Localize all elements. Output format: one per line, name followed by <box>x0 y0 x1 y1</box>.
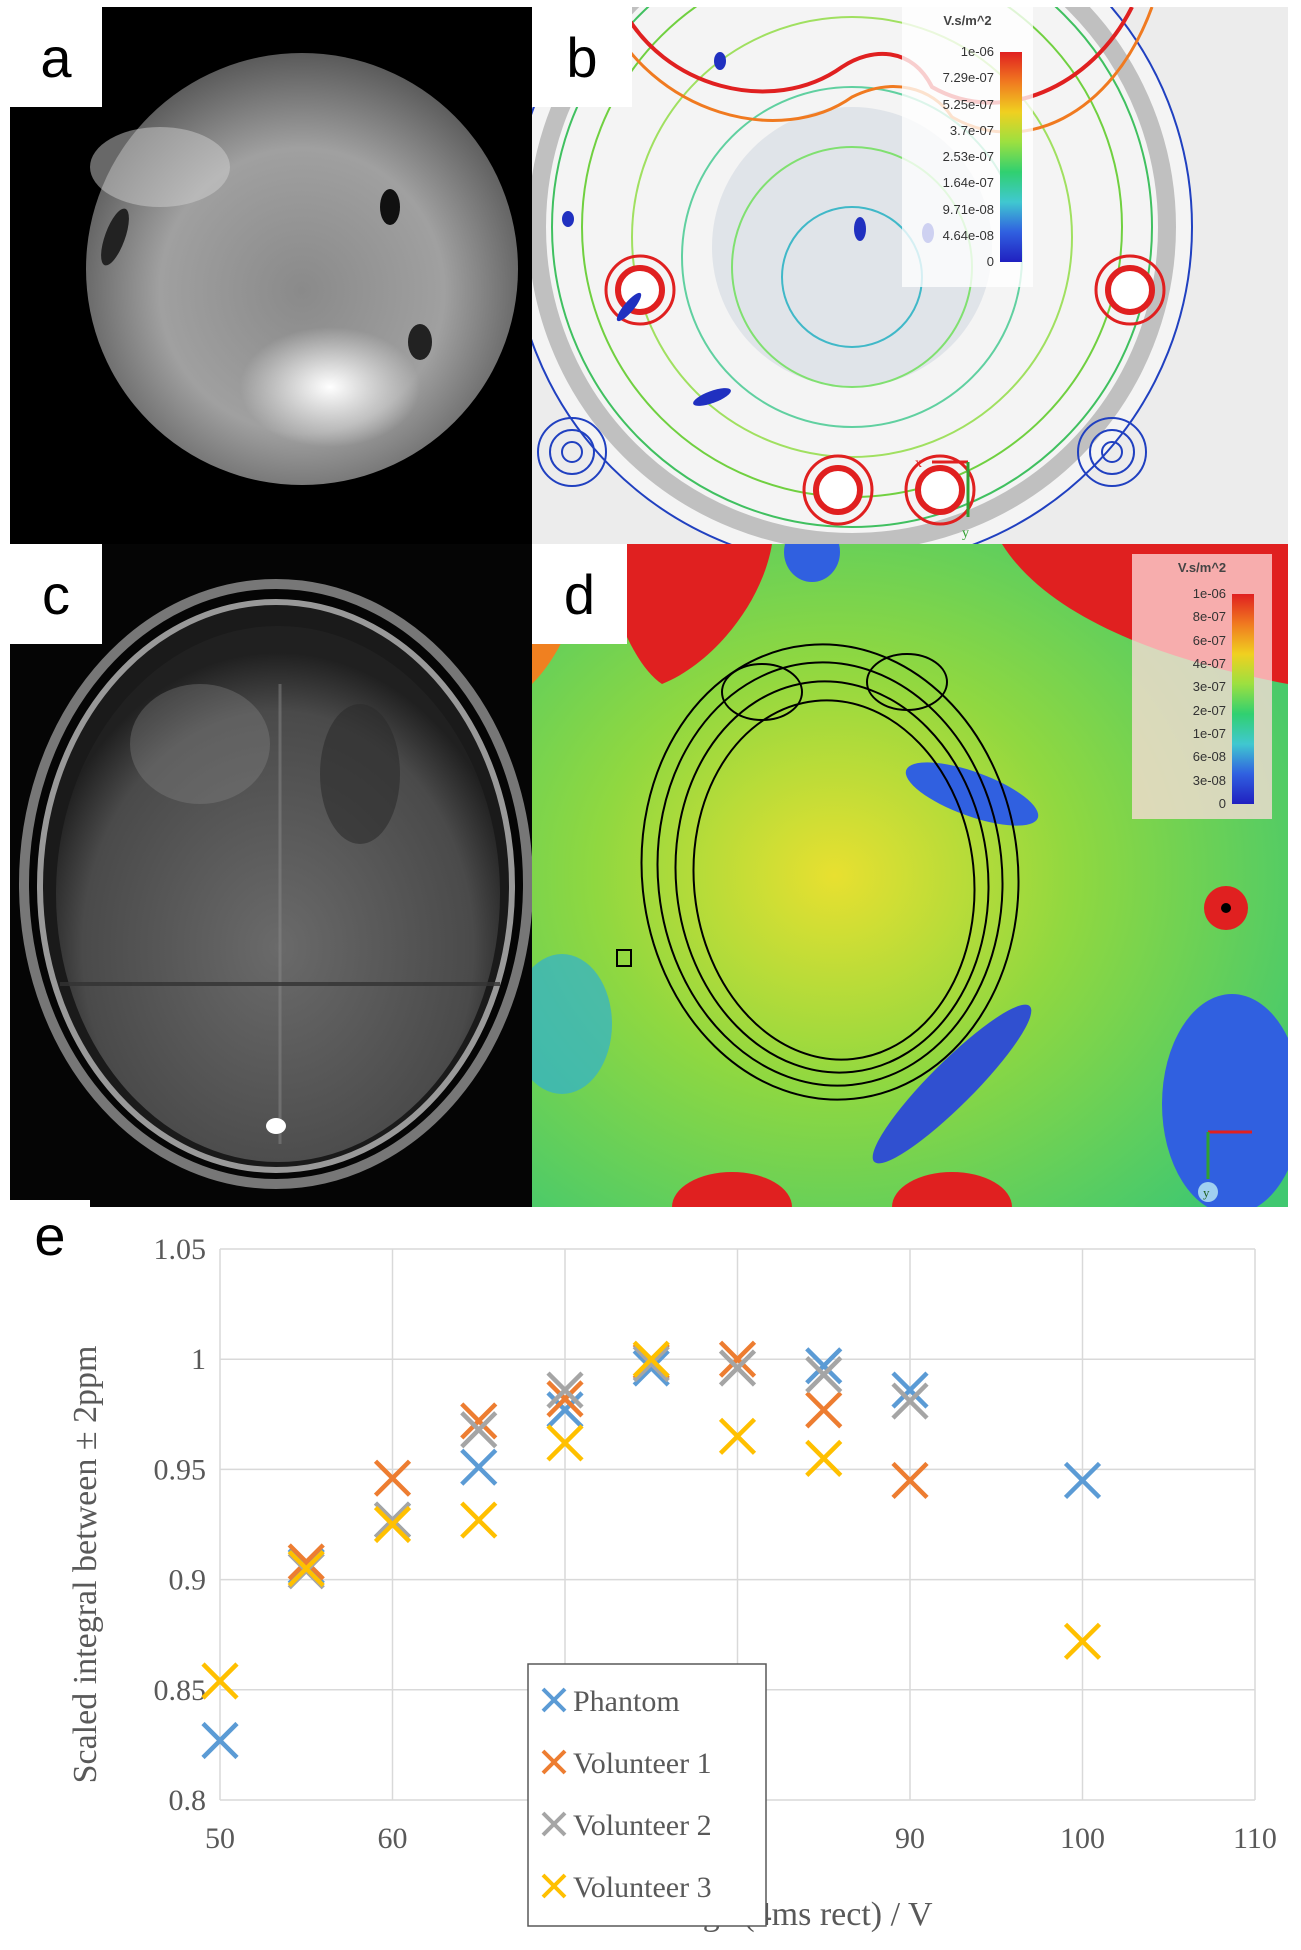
data-point-phantom <box>632 1349 670 1387</box>
y-tick-label: 0.85 <box>154 1674 207 1707</box>
y-tick-label: 1.05 <box>154 1233 207 1266</box>
y-tick-label: 1 <box>191 1343 206 1376</box>
data-point-phantom <box>805 1347 843 1385</box>
axis-y-label: y <box>962 526 969 541</box>
data-point-phantom <box>460 1448 498 1486</box>
panel-a-label: a <box>10 7 102 107</box>
brain-mri-image <box>19 579 532 1189</box>
legend-label: Volunteer 1 <box>573 1747 712 1780</box>
y-tick-label: 0.9 <box>169 1564 207 1597</box>
data-point-volunteer-1 <box>891 1461 929 1500</box>
colorbar-tick-label: 0 <box>986 254 994 269</box>
legend-marker <box>541 1687 567 1713</box>
colorbar-tick-label: 1e-06 <box>1192 586 1226 601</box>
legend-marker <box>541 1749 567 1775</box>
colorbar-tick-label: 7.29e-07 <box>942 70 994 86</box>
colorbar-tick-label: 1.64e-07 <box>942 175 994 191</box>
colorbar-tick-label: 8e-07 <box>1192 609 1226 625</box>
data-point-volunteer-2 <box>718 1349 757 1387</box>
data-point-volunteer-2 <box>632 1345 670 1383</box>
colorbar-d-gradient <box>1232 594 1254 804</box>
x-tick-label: 90 <box>895 1822 925 1855</box>
data-point-volunteer-3 <box>805 1439 843 1477</box>
colorbar-tick-label: 4.64e-08 <box>942 227 994 243</box>
data-point-volunteer-3 <box>1063 1622 1102 1660</box>
data-point-volunteer-2 <box>546 1371 584 1409</box>
data-point-volunteer-3 <box>546 1424 584 1462</box>
colorbar-b-gradient <box>1000 52 1022 262</box>
colorbar-tick-label: 5.25e-07 <box>942 96 994 112</box>
data-point-volunteer-3 <box>373 1505 412 1544</box>
head-outline <box>616 643 1020 1101</box>
data-point-volunteer-1 <box>287 1543 325 1581</box>
panel-b-contour-plot: x y V.s/m^2 1e-06 7.29e-07 5.25e-07 3.7e-07… <box>532 7 1288 544</box>
data-point-volunteer-1 <box>718 1340 757 1378</box>
colorbar-d-title: V.s/m^2 <box>1177 560 1227 575</box>
data-point-volunteer-3 <box>718 1417 757 1455</box>
data-point-volunteer-1 <box>805 1391 843 1429</box>
y-tick-label: 0.95 <box>154 1453 207 1486</box>
data-point-volunteer-2 <box>891 1382 929 1420</box>
legend-marker <box>541 1873 567 1899</box>
axis-triad: x y <box>915 456 970 541</box>
panel-c-brain-mri <box>10 544 532 1207</box>
colorbar-tick-label: 6e-08 <box>1192 749 1226 765</box>
x-tick-label: 100 <box>1060 1822 1105 1855</box>
colorbar-tick-label: 3.7e-07 <box>949 122 994 138</box>
data-point-phantom <box>1063 1461 1102 1500</box>
colorbar-tick-label: 1e-07 <box>1192 726 1226 741</box>
y-axis-label: Scaled integral between ± 2ppm <box>67 1346 104 1784</box>
data-point-volunteer-3 <box>287 1549 325 1588</box>
data-point-volunteer-1 <box>546 1380 584 1418</box>
y-tick-label: 0.8 <box>169 1784 207 1817</box>
colorbar-tick-label: 2.53e-07 <box>942 149 994 164</box>
panel-e-label: e <box>10 1200 90 1270</box>
data-point-volunteer-3 <box>632 1340 670 1378</box>
panel-c-label: c <box>10 544 102 644</box>
x-tick-label: 60 <box>378 1822 408 1855</box>
panel-d-field-map: y V.s/m^2 1e-06 8e-07 6e-07 4e-07 3e-07 2e-07… <box>532 544 1288 1207</box>
data-point-volunteer-3 <box>201 1662 239 1700</box>
panel-a-phantom-image <box>10 7 532 544</box>
data-point-volunteer-1 <box>460 1402 498 1440</box>
data-point-volunteer-3 <box>460 1501 498 1539</box>
colorbar-tick-label: 4e-07 <box>1192 656 1226 671</box>
legend-marker <box>541 1811 567 1837</box>
colorbar-b: V.s/m^2 1e-06 7.29e-07 5.25e-07 3.7e-07 2.53… <box>902 7 1033 287</box>
axis-x-label: x <box>915 456 922 471</box>
data-point-phantom <box>891 1371 929 1409</box>
colorbar-tick-label: 0 <box>1218 796 1226 811</box>
axis-y-label: y <box>1203 1185 1210 1200</box>
phantom-image <box>86 53 518 485</box>
colorbar-tick-label: 6e-07 <box>1192 632 1226 648</box>
panel-d-label: d <box>532 544 627 644</box>
legend-label: Volunteer 2 <box>573 1809 712 1842</box>
axis-triad: y <box>1198 1130 1252 1202</box>
colorbar-tick-label: 9.71e-08 <box>942 201 994 217</box>
data-point-volunteer-2 <box>805 1356 843 1394</box>
x-tick-label: 110 <box>1233 1822 1277 1855</box>
panel-b-label: b <box>532 7 632 107</box>
colorbar-tick-label: 3e-07 <box>1192 679 1226 695</box>
colorbar-tick-label: 1e-06 <box>960 44 994 59</box>
legend-box <box>527 1663 767 1927</box>
data-point-volunteer-1 <box>373 1459 412 1497</box>
colorbar-d: V.s/m^2 1e-06 8e-07 6e-07 4e-07 3e-07 2e-07 1e… <box>1132 554 1272 819</box>
data-point-phantom <box>201 1721 239 1760</box>
data-point-volunteer-2 <box>460 1411 498 1449</box>
colorbar-tick-label: 2e-07 <box>1192 702 1226 718</box>
x-tick-label: 50 <box>205 1822 235 1855</box>
legend-label: Volunteer 3 <box>573 1871 712 1904</box>
data-point-volunteer-2 <box>373 1501 412 1539</box>
colorbar-tick-label: 3e-08 <box>1192 772 1226 788</box>
legend-label: Phantom <box>573 1685 680 1718</box>
colorbar-b-title: V.s/m^2 <box>943 13 992 28</box>
